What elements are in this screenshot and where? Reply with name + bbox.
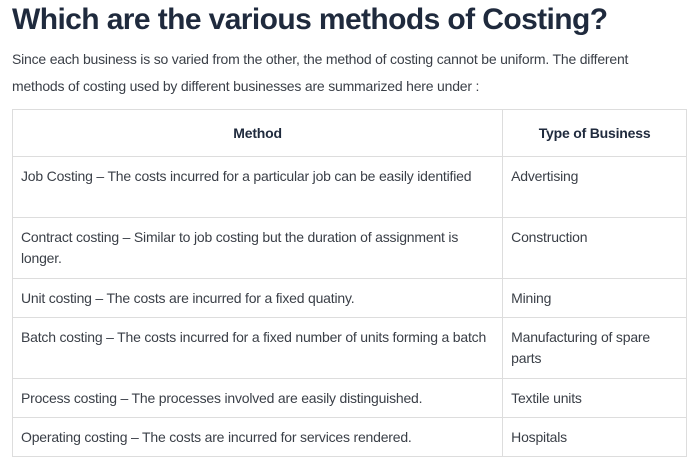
page-title: Which are the various methods of Costing… <box>12 3 608 36</box>
table-row: Unit costing – The costs are incurred fo… <box>11 278 687 318</box>
table-row: Batch costing – The costs incurred for a… <box>11 317 687 379</box>
method-cell: Unit costing – The costs are incurred fo… <box>11 278 504 318</box>
method-cell: Process costing – The processes involved… <box>11 378 504 418</box>
business-cell: Construction <box>502 217 687 279</box>
header-method: Method <box>11 109 504 157</box>
header-type-of-business: Type of Business <box>502 109 687 157</box>
method-cell: Job Costing – The costs incurred for a p… <box>11 156 504 218</box>
table-row: Process costing – The processes involved… <box>11 378 687 418</box>
business-cell: Mining <box>502 278 687 318</box>
business-cell: Manufacturing of spare parts <box>502 317 687 379</box>
table-row: Contract costing – Similar to job costin… <box>11 217 687 279</box>
costing-methods-table: Method Type of Business Job Costing – Th… <box>11 109 687 457</box>
intro-paragraph: Since each business is so varied from th… <box>12 51 629 94</box>
method-cell: Batch costing – The costs incurred for a… <box>11 317 504 379</box>
table-row: Operating costing – The costs are incurr… <box>11 417 687 457</box>
method-cell: Operating costing – The costs are incurr… <box>11 417 504 457</box>
method-cell: Contract costing – Similar to job costin… <box>11 217 504 279</box>
business-cell: Hospitals <box>502 417 687 457</box>
table-header-row: Method Type of Business <box>11 109 687 157</box>
business-cell: Advertising <box>502 156 687 218</box>
business-cell: Textile units <box>502 378 687 418</box>
table-row: Job Costing – The costs incurred for a p… <box>11 156 687 218</box>
